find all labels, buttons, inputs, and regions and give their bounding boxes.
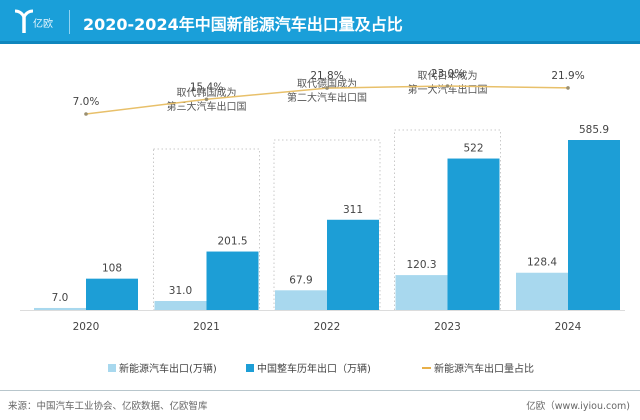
annotation-text: 取代韩国成为 <box>177 86 237 99</box>
x-axis: 2020 2021 2022 2023 2024 <box>20 310 625 333</box>
bars: 7.0 108 31.0 201.5 67.9 311 120.3 522 128.4 585.9 <box>34 124 620 310</box>
legend-label: 新能源汽车出口量占比 <box>434 364 534 375</box>
bar-nev-export <box>34 307 86 310</box>
bar-total-export <box>327 219 379 310</box>
annotation-text: 第二大汽车出口国 <box>287 91 367 104</box>
x-tick-label: 2024 <box>555 321 582 333</box>
share-value-label: 15.4% <box>190 81 223 93</box>
share-point <box>445 84 450 88</box>
bar-nev-export <box>275 290 327 310</box>
x-tick-label: 2021 <box>193 321 220 333</box>
yiou-logo-icon <box>14 9 34 33</box>
share-point <box>566 86 570 90</box>
share-point <box>204 97 209 102</box>
bar-value-label: 585.9 <box>579 124 609 136</box>
annotation-text: 取代德国成为 <box>297 77 357 90</box>
header-bar: 亿欧 2020-2024年中国新能源汽车出口量及占比 <box>0 0 640 44</box>
logo-text: 亿欧 <box>33 19 53 30</box>
source-note: 来源：中国汽车工业协会、亿欧数据、亿欧智库 <box>8 401 208 412</box>
x-tick-label: 2020 <box>73 321 100 333</box>
bar-total-export <box>206 251 259 310</box>
share-line: 7.0% 15.4% 21.8% 23.0% 21.9% <box>73 68 585 116</box>
annotation-text: 第三大汽车出口国 <box>167 100 247 113</box>
x-tick-label: 2022 <box>314 321 341 333</box>
share-point <box>84 112 88 116</box>
legend-item-nev-export: 新能源汽车出口(万辆) <box>108 360 217 375</box>
bar-value-label: 67.9 <box>289 274 312 286</box>
bar-total-export <box>568 140 620 310</box>
x-tick-label: 2023 <box>434 321 461 333</box>
share-value-label: 21.8% <box>310 70 343 82</box>
bar-nev-export <box>154 301 207 310</box>
bar-value-label: 128.4 <box>527 257 557 269</box>
bar-value-label: 7.0 <box>52 292 69 304</box>
legend-line-icon <box>422 366 431 369</box>
chart: 取代韩国成为第三大汽车出口国取代德国成为第二大汽车出口国取代日本成为第一大汽车出… <box>20 68 625 333</box>
legend: 新能源汽车出口(万辆) 中国整车历年出口（万辆) 新能源汽车出口量占比 <box>0 360 640 376</box>
bar-nev-export <box>516 272 568 310</box>
legend-item-share: 新能源汽车出口量占比 <box>422 360 534 375</box>
legend-label: 中国整车历年出口（万辆) <box>257 364 371 375</box>
legend-swatch-dark <box>246 363 254 372</box>
share-value-label: 7.0% <box>73 96 100 108</box>
bar-value-label: 311 <box>343 204 363 216</box>
bar-value-label: 31.0 <box>169 285 192 297</box>
bar-value-label: 522 <box>463 143 483 155</box>
legend-item-total-export: 中国整车历年出口（万辆) <box>246 360 371 375</box>
page-title: 2020-2024年中国新能源汽车出口量及占比 <box>83 15 403 34</box>
bar-value-label: 108 <box>102 263 122 275</box>
annotation-text: 取代日本成为 <box>418 69 478 82</box>
credit-note: 亿欧（www.iyiou.com) <box>526 401 630 412</box>
bar-total-export <box>447 158 500 310</box>
header-divider <box>69 10 70 34</box>
legend-label: 新能源汽车出口(万辆) <box>119 364 217 375</box>
share-point <box>325 86 329 90</box>
annotation-box <box>394 129 501 311</box>
bar-value-label: 120.3 <box>406 259 436 271</box>
legend-swatch-light <box>108 363 116 372</box>
bar-nev-export <box>395 275 448 310</box>
bar-value-label: 201.5 <box>217 236 247 248</box>
share-value-label: 21.9% <box>551 70 584 82</box>
share-value-label: 23.0% <box>431 68 464 80</box>
bar-total-export <box>86 278 138 310</box>
footer-divider <box>0 390 640 391</box>
